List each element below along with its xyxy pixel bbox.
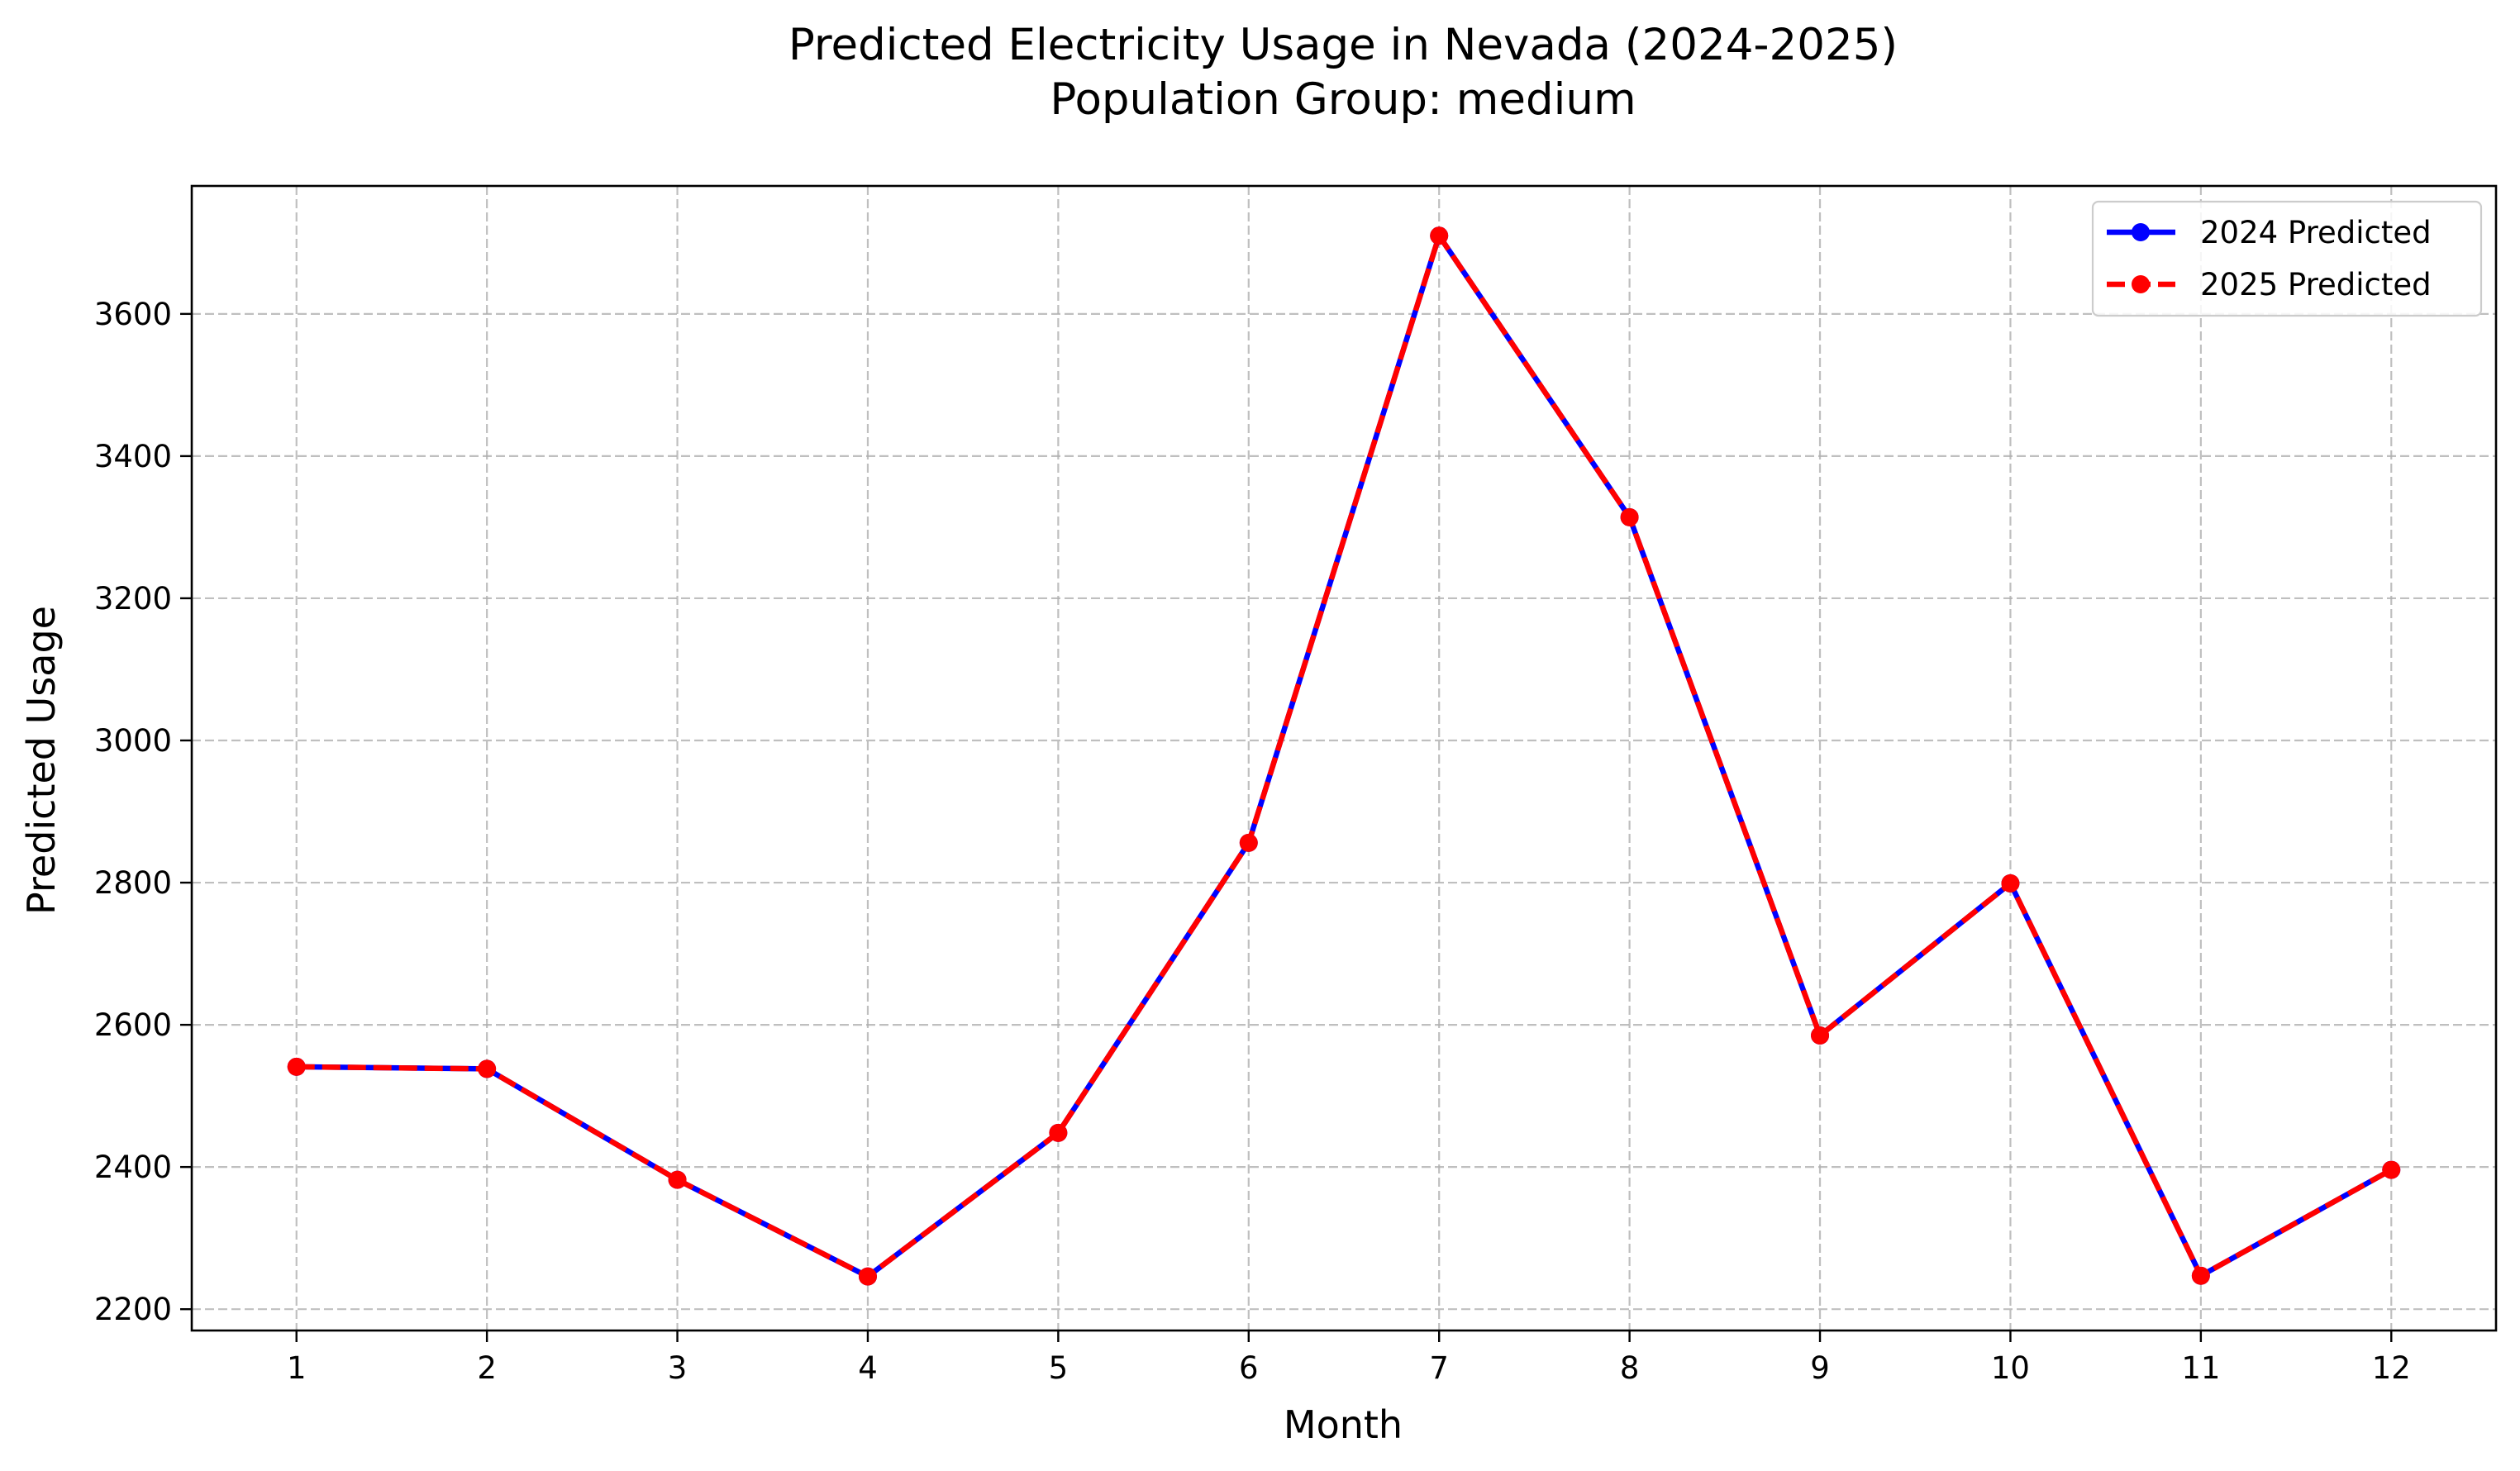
y-tick-label: 2600 bbox=[94, 1007, 172, 1043]
chart-title: Predicted Electricity Usage in Nevada (2… bbox=[788, 20, 1898, 70]
data-point bbox=[1430, 226, 1449, 245]
legend: 2024 Predicted 2025 Predicted bbox=[2091, 200, 2483, 317]
data-point bbox=[2191, 1266, 2210, 1285]
chart-subtitle: Population Group: medium bbox=[1050, 74, 1636, 125]
data-point bbox=[287, 1057, 306, 1076]
y-tick-label: 2200 bbox=[94, 1292, 172, 1327]
x-tick-label: 12 bbox=[2372, 1350, 2411, 1386]
y-axis-label: Predicted Usage bbox=[19, 606, 64, 915]
x-tick-label: 2 bbox=[477, 1350, 497, 1386]
data-point bbox=[2382, 1160, 2401, 1179]
x-tick-label: 10 bbox=[1991, 1350, 2030, 1386]
x-tick-label: 7 bbox=[1429, 1350, 1449, 1386]
x-tick-label: 11 bbox=[2181, 1350, 2220, 1386]
x-tick-label: 1 bbox=[287, 1350, 307, 1386]
series-plot bbox=[287, 226, 2401, 1286]
x-tick-label: 3 bbox=[668, 1350, 688, 1386]
x-tick-label: 4 bbox=[858, 1350, 878, 1386]
data-point bbox=[2001, 874, 2020, 893]
x-tick-label: 9 bbox=[1810, 1350, 1830, 1386]
y-tick-label: 3600 bbox=[94, 297, 172, 332]
y-tick-label: 2400 bbox=[94, 1150, 172, 1185]
y-tick-label: 3000 bbox=[94, 723, 172, 759]
legend-marker-1 bbox=[2132, 223, 2150, 241]
series-line-2 bbox=[296, 232, 2393, 1279]
y-tick-label: 3200 bbox=[94, 581, 172, 616]
legend-box bbox=[2091, 200, 2483, 317]
data-point bbox=[1811, 1026, 1830, 1045]
data-point bbox=[858, 1267, 877, 1286]
data-point bbox=[1239, 833, 1258, 852]
x-tick-label: 8 bbox=[1620, 1350, 1640, 1386]
legend-label-2: 2025 Predicted bbox=[2200, 267, 2432, 302]
legend-label-1: 2024 Predicted bbox=[2200, 215, 2432, 250]
x-axis-label: Month bbox=[1284, 1402, 1403, 1447]
legend-marker-2 bbox=[2132, 275, 2150, 293]
data-point bbox=[1620, 507, 1639, 526]
y-tick-label: 2800 bbox=[94, 865, 172, 901]
axes: 1 2 3 4 5 6 7 8 9 10 11 122200240026002800300032003… bbox=[94, 184, 2498, 1386]
data-point bbox=[668, 1170, 687, 1189]
y-tick-label: 3400 bbox=[94, 439, 172, 474]
data-point bbox=[1049, 1123, 1068, 1142]
x-tick-label: 5 bbox=[1049, 1350, 1069, 1386]
data-point bbox=[478, 1059, 497, 1078]
x-tick-label: 6 bbox=[1239, 1350, 1259, 1386]
plot-frame bbox=[190, 184, 2498, 1332]
